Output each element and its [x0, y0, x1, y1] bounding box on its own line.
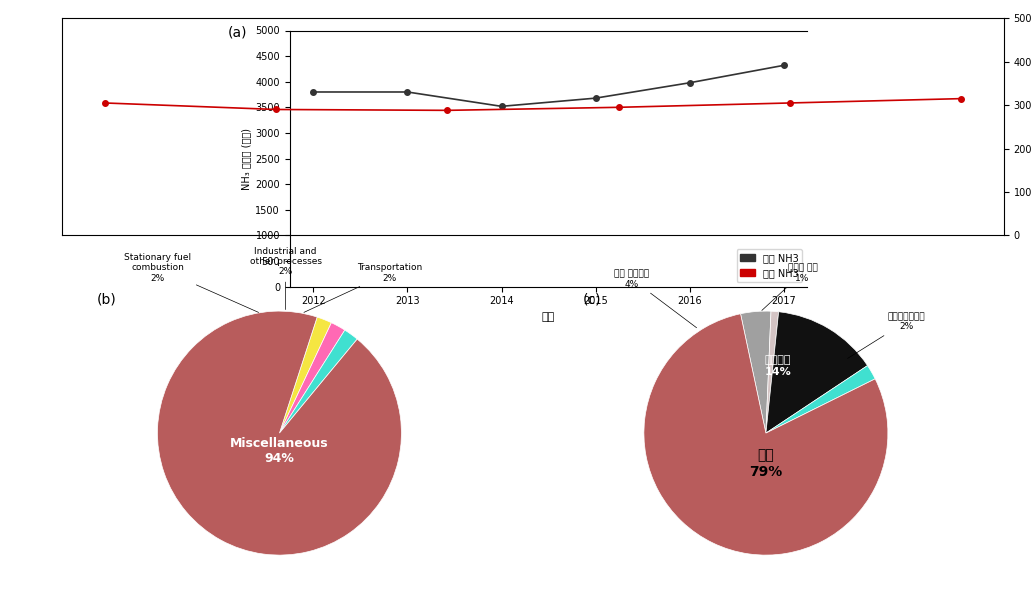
- Legend: 미국 NH3, 한국 NH3: 미국 NH3, 한국 NH3: [934, 198, 999, 231]
- Wedge shape: [740, 311, 771, 433]
- Wedge shape: [279, 317, 331, 433]
- Text: Stationary fuel
combustion
2%: Stationary fuel combustion 2%: [124, 253, 259, 312]
- Text: (b): (b): [96, 293, 116, 307]
- Wedge shape: [766, 311, 778, 433]
- Wedge shape: [279, 330, 357, 433]
- Text: Industrial and
other processes
2%: Industrial and other processes 2%: [249, 246, 322, 309]
- Text: 도로이동오염원
2%: 도로이동오염원 2%: [848, 312, 925, 359]
- Wedge shape: [157, 311, 402, 555]
- Wedge shape: [766, 312, 867, 433]
- Text: Miscellaneous
94%: Miscellaneous 94%: [230, 437, 329, 465]
- X-axis label: 년도: 년도: [527, 312, 539, 322]
- Wedge shape: [279, 323, 345, 433]
- Wedge shape: [644, 314, 888, 555]
- Text: 생산공정
14%: 생산공정 14%: [765, 355, 792, 377]
- Text: Transportation
2%: Transportation 2%: [304, 263, 422, 312]
- Text: 비산업 연소
1%: 비산업 연소 1%: [762, 263, 818, 310]
- Wedge shape: [766, 365, 876, 433]
- Text: 기타 연모염원
4%: 기타 연모염원 4%: [614, 269, 697, 328]
- Text: 농업
79%: 농업 79%: [749, 448, 782, 479]
- Y-axis label: NH₃ 배출량 (만톤): NH₃ 배출량 (만톤): [241, 96, 252, 158]
- Text: (c): (c): [583, 293, 601, 307]
